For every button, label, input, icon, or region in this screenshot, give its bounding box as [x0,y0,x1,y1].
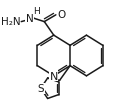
Text: N: N [50,71,58,81]
Text: S: S [37,84,44,93]
Text: N: N [26,14,33,24]
Text: H₂N: H₂N [1,17,20,27]
Text: O: O [57,10,66,19]
Text: H: H [33,6,40,15]
